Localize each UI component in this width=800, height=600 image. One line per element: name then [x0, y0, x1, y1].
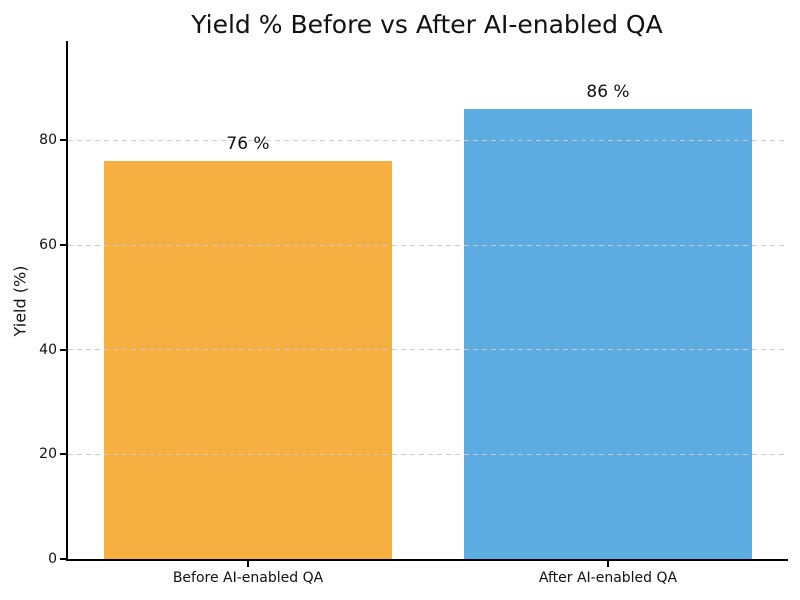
bar: [104, 161, 392, 559]
y-axis-title: Yield (%): [10, 265, 30, 337]
y-tick-mark: [60, 139, 66, 142]
bar: [464, 109, 752, 559]
bar-value-label: 76 %: [226, 134, 270, 155]
y-tick-label: 80: [39, 132, 57, 149]
x-tick-label: Before AI-enabled QA: [172, 570, 324, 586]
y-tick-label: 60: [39, 237, 57, 254]
gridline: [68, 244, 788, 246]
x-tick-mark: [247, 561, 249, 567]
y-tick-label: 20: [39, 446, 57, 463]
y-tick-mark: [60, 453, 66, 456]
y-tick-label: 40: [39, 341, 57, 358]
y-tick-mark: [60, 558, 66, 560]
chart-title: Yield % Before vs After AI-enabled QA: [191, 10, 663, 39]
bar-value-label: 86 %: [586, 82, 630, 103]
x-tick-mark: [607, 561, 609, 567]
y-tick-mark: [60, 348, 66, 351]
plot-area: 0 20 40 60 80 76 % Before AI-enabled QA 86 % Aft…: [39, 41, 788, 586]
gridline: [68, 349, 788, 351]
gridline: [68, 139, 788, 141]
x-tick-label: After AI-enabled QA: [538, 570, 678, 586]
y-tick-mark: [60, 244, 66, 247]
gridline: [68, 453, 788, 455]
y-tick-label: 0: [48, 551, 57, 567]
